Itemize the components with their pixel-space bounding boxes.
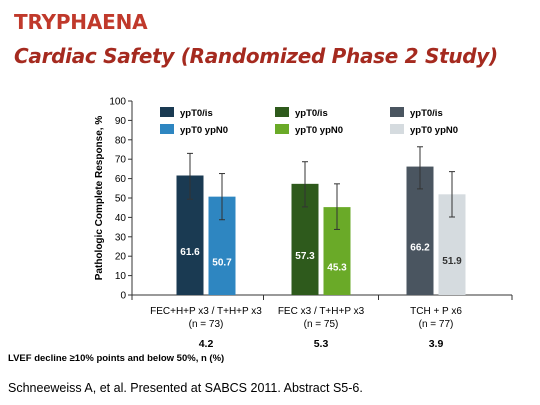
page-subtitle: Cardiac Safety (Randomized Phase 2 Study… bbox=[14, 44, 498, 68]
lvef-value: 3.9 bbox=[429, 338, 444, 350]
x-category-label: TCH + P x6 bbox=[410, 306, 462, 317]
legend-swatch bbox=[275, 124, 289, 134]
y-tick-label: 40 bbox=[115, 213, 127, 224]
y-tick-label: 20 bbox=[115, 252, 127, 263]
lvef-value: 4.2 bbox=[199, 338, 214, 350]
bar-value-label: 66.2 bbox=[410, 242, 430, 253]
x-category-label: FEC+H+P x3 / T+H+P x3 bbox=[150, 306, 262, 317]
legend-label: ypT0 ypN0 bbox=[180, 125, 228, 136]
y-tick-label: 10 bbox=[115, 271, 127, 282]
bar-value-label: 51.9 bbox=[442, 256, 462, 267]
y-tick-label: 100 bbox=[109, 97, 126, 108]
legend-label: ypT0/is bbox=[410, 108, 443, 119]
y-tick-label: 80 bbox=[115, 135, 127, 146]
y-tick-label: 60 bbox=[115, 174, 127, 185]
x-category-n-label: (n = 73) bbox=[189, 319, 224, 330]
y-tick-label: 30 bbox=[115, 232, 127, 243]
y-tick-label: 70 bbox=[115, 155, 127, 166]
legend-label: ypT0/is bbox=[180, 108, 213, 119]
page-title: TRYPHAENA bbox=[14, 10, 148, 34]
legend-label: ypT0/is bbox=[295, 108, 328, 119]
x-category-n-label: (n = 75) bbox=[304, 319, 339, 330]
legend-swatch bbox=[160, 107, 174, 117]
legend-swatch bbox=[275, 107, 289, 117]
y-tick-label: 90 bbox=[115, 116, 127, 127]
lvef-value: 5.3 bbox=[314, 338, 329, 350]
x-category-n-label: (n = 77) bbox=[419, 319, 454, 330]
x-category-label: FEC x3 / T+H+P x3 bbox=[278, 306, 365, 317]
y-tick-label: 0 bbox=[120, 291, 126, 302]
legend-swatch bbox=[160, 124, 174, 134]
y-tick-label: 50 bbox=[115, 194, 127, 205]
citation: Schneeweiss A, et al. Presented at SABCS… bbox=[8, 381, 363, 395]
lvef-note: LVEF decline ≥10% points and below 50%, … bbox=[8, 353, 225, 364]
y-axis-label: Pathologic Complete Response, % bbox=[94, 116, 105, 281]
legend-swatch bbox=[390, 107, 404, 117]
bar-value-label: 61.6 bbox=[180, 247, 200, 258]
bar-value-label: 45.3 bbox=[327, 263, 347, 274]
legend-swatch bbox=[390, 124, 404, 134]
bar-value-label: 57.3 bbox=[295, 251, 315, 262]
legend-label: ypT0 ypN0 bbox=[410, 125, 458, 136]
legend-label: ypT0 ypN0 bbox=[295, 125, 343, 136]
bar-value-label: 50.7 bbox=[212, 257, 232, 268]
